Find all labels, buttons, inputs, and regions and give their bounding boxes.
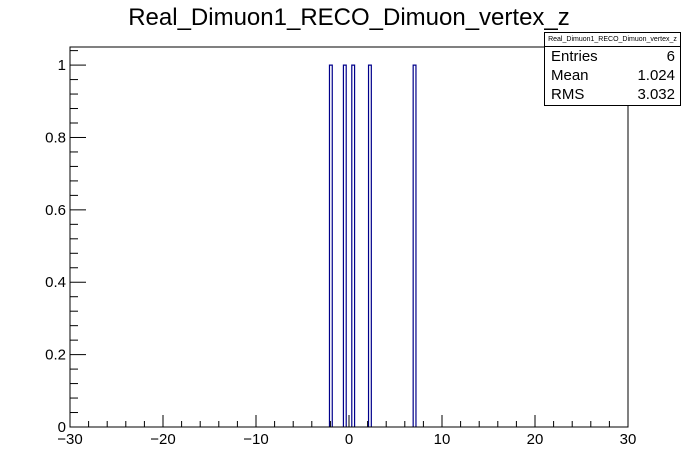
histogram-bar bbox=[367, 64, 372, 427]
stats-row-entries: Entries 6 bbox=[545, 47, 680, 66]
stats-label: Mean bbox=[551, 67, 589, 84]
x-tick-label: −10 bbox=[243, 431, 268, 448]
y-tick-label: 0.8 bbox=[45, 129, 66, 146]
stats-row-rms: RMS 3.032 bbox=[545, 85, 680, 104]
x-tick-label: 30 bbox=[620, 431, 637, 448]
histogram-bar bbox=[351, 64, 356, 427]
stats-value: 6 bbox=[666, 48, 675, 65]
x-tick-label: −20 bbox=[150, 431, 175, 448]
stats-row-mean: Mean 1.024 bbox=[545, 66, 680, 85]
histogram-bar bbox=[342, 64, 347, 427]
y-tick-label: 0.2 bbox=[45, 347, 66, 364]
y-tick-label: 0.4 bbox=[45, 274, 66, 291]
stats-box-title: Real_Dimuon1_RECO_Dimuon_vertex_z bbox=[545, 33, 680, 47]
y-tick-label: 0.6 bbox=[45, 202, 66, 219]
stats-box: Real_Dimuon1_RECO_Dimuon_vertex_z Entrie… bbox=[544, 32, 681, 106]
y-tick-label: 1 bbox=[58, 57, 66, 74]
x-tick-label: −30 bbox=[57, 431, 82, 448]
chart-title: Real_Dimuon1_RECO_Dimuon_vertex_z bbox=[128, 4, 570, 31]
x-tick-label: 20 bbox=[527, 431, 544, 448]
histogram-bar bbox=[412, 64, 417, 427]
stats-label: RMS bbox=[551, 86, 585, 103]
stats-value: 1.024 bbox=[637, 67, 675, 84]
x-tick-label: 10 bbox=[434, 431, 451, 448]
histogram-bar bbox=[328, 64, 333, 427]
x-tick-label: 0 bbox=[345, 431, 353, 448]
stats-value: 3.032 bbox=[637, 86, 675, 103]
y-tick-label: 0 bbox=[58, 419, 66, 436]
stats-label: Entries bbox=[551, 48, 598, 65]
